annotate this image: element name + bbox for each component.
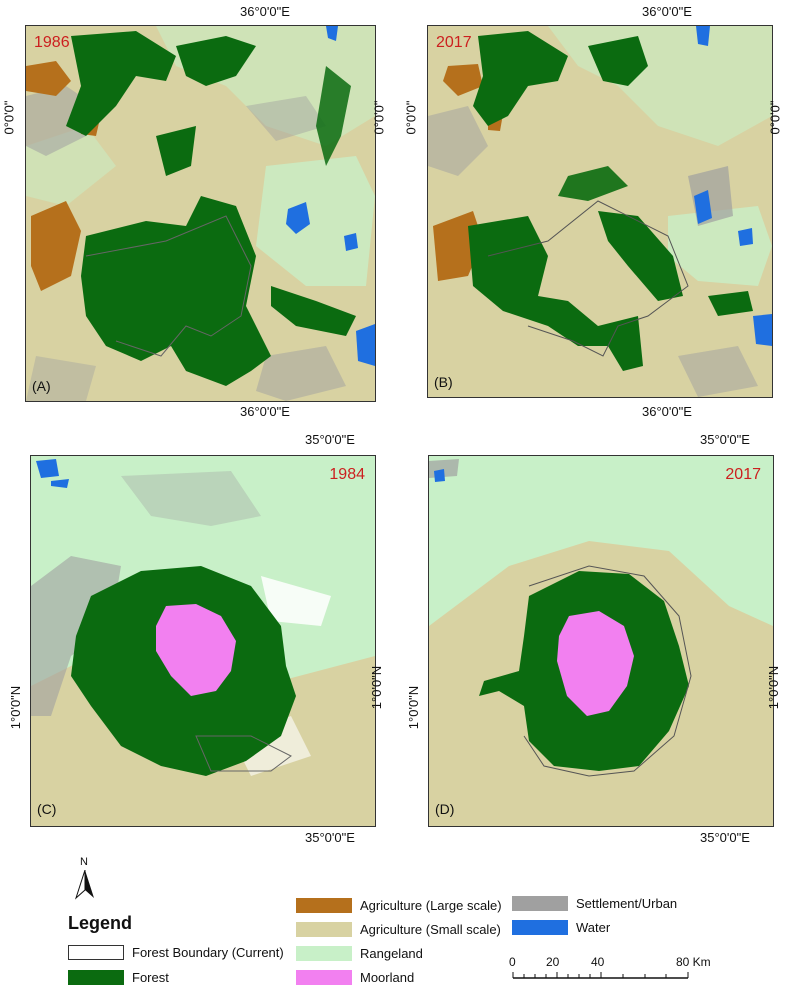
legend-swatch-forest-boundary: [68, 945, 124, 960]
legend-item-urban: Settlement/Urban: [512, 896, 677, 911]
legend-label: Moorland: [360, 970, 415, 985]
legend-item-forest-boundary: Forest Boundary (Current): [68, 945, 284, 960]
map-c-landcover: [31, 456, 375, 826]
legend-label: Forest: [132, 970, 169, 985]
legend-label: Water: [576, 920, 611, 935]
legend-swatch-urban: [512, 896, 568, 911]
map-panel-b: 2017 (B): [427, 25, 773, 398]
legend-label: Forest Boundary (Current): [132, 945, 284, 960]
year-label-a: 1986: [34, 34, 70, 51]
legend-item-forest: Forest: [68, 970, 169, 985]
legend-item-water: Water: [512, 920, 610, 935]
coord-bottom-b: 36°0'0"E: [642, 404, 692, 419]
coord-left-a: 0°0'0": [1, 100, 17, 135]
panel-label-b: (B): [434, 374, 453, 390]
coord-top-a: 36°0'0"E: [240, 4, 290, 19]
year-label-b: 2017: [436, 34, 472, 51]
panel-label-a: (A): [32, 378, 51, 394]
coord-top-d: 35°0'0"E: [700, 432, 750, 447]
scale-label-40: 40: [591, 955, 605, 969]
coord-left-d: 1°0'0"N: [406, 685, 422, 730]
coord-right-c: 1°0'0"N: [369, 665, 385, 710]
coord-top-b: 36°0'0"E: [642, 4, 692, 19]
legend-label: Agriculture (Small scale): [360, 922, 501, 937]
legend-item-moorland: Moorland: [296, 970, 414, 985]
year-label-c: 1984: [329, 466, 365, 483]
legend-swatch-water: [512, 920, 568, 935]
scale-label-80: 80 Km: [676, 955, 711, 969]
scale-bar: [512, 972, 689, 979]
legend-item-rangeland: Rangeland: [296, 946, 423, 961]
coord-left-b: 0°0'0": [403, 100, 419, 135]
legend-swatch-rangeland: [296, 946, 352, 961]
legend-item-agri-small: Agriculture (Small scale): [296, 922, 501, 937]
coord-right-b: 0°0'0": [767, 100, 783, 135]
coord-bottom-a: 36°0'0"E: [240, 404, 290, 419]
north-arrow-icon: [74, 870, 94, 900]
legend-label: Settlement/Urban: [576, 896, 678, 911]
north-arrow-label: N: [80, 856, 88, 868]
coord-left-c: 1°0'0"N: [8, 685, 24, 730]
legend-swatch-forest: [68, 970, 124, 985]
coord-right-a: 0°0'0": [371, 100, 387, 135]
map-panel-a: 1986 (A): [25, 25, 376, 402]
legend-title: Legend: [68, 913, 133, 933]
coord-bottom-c: 35°0'0"E: [305, 830, 355, 845]
map-panel-d: 2017 (D): [428, 455, 774, 827]
map-panel-c: 1984 (C): [30, 455, 376, 827]
north-arrow: N: [74, 856, 96, 900]
legend-item-agri-large: Agriculture (Large scale): [296, 898, 502, 913]
legend-swatch-agri-large: [296, 898, 352, 913]
map-d-landcover: [429, 456, 773, 826]
panel-label-c: (C): [37, 801, 57, 817]
legend-label: Rangeland: [360, 946, 423, 961]
map-a-landcover: [26, 26, 375, 401]
coord-top-c: 35°0'0"E: [305, 432, 355, 447]
legend-label: Agriculture (Large scale): [360, 898, 502, 913]
legend-swatch-moorland: [296, 970, 352, 985]
coord-bottom-d: 35°0'0"E: [700, 830, 750, 845]
coord-right-d: 1°0'0"N: [766, 665, 782, 710]
panel-label-d: (D): [435, 801, 455, 817]
scale-label-20: 20: [546, 955, 560, 969]
map-b-landcover: [428, 26, 772, 397]
year-label-d: 2017: [725, 466, 761, 483]
legend-swatch-agri-small: [296, 922, 352, 937]
scale-label-0: 0: [509, 955, 516, 969]
